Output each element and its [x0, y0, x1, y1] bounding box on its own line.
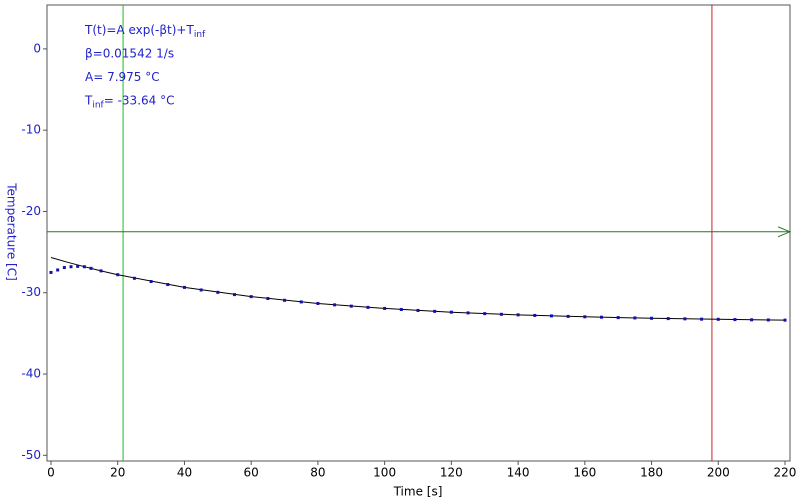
data-point [82, 265, 86, 269]
data-point [633, 316, 637, 320]
y-tick-label: -50 [21, 448, 41, 462]
cursor-arrow [777, 226, 792, 238]
data-point [283, 298, 287, 302]
data-point [433, 309, 437, 313]
data-point [56, 268, 60, 272]
data-point [69, 265, 73, 269]
data-point [166, 283, 170, 287]
annotation-text: = -33.64 °C [104, 93, 175, 107]
data-point [616, 316, 620, 320]
x-tick-label: 60 [244, 466, 259, 480]
data-point [99, 269, 103, 273]
annotation-text: A= 7.975 °C [85, 70, 160, 84]
x-tick-label: 160 [573, 466, 596, 480]
data-point [716, 317, 720, 321]
data-point [766, 318, 770, 322]
data-point [316, 301, 320, 305]
x-tick-label: 220 [774, 466, 797, 480]
data-point [383, 306, 387, 310]
data-point [49, 270, 53, 274]
y-tick-label: -30 [21, 285, 41, 299]
x-tick-label: 180 [640, 466, 663, 480]
data-point [666, 317, 670, 321]
data-point [700, 317, 704, 321]
x-tick-label: 140 [507, 466, 530, 480]
annotation-text: β=0.01542 1/s [85, 46, 174, 60]
data-point [499, 312, 503, 316]
data-point [399, 307, 403, 311]
x-tick-label: 80 [310, 466, 325, 480]
data-point [533, 313, 537, 317]
y-tick-label: -20 [21, 204, 41, 218]
x-tick-label: 120 [440, 466, 463, 480]
annotation-subscript: inf [92, 100, 104, 110]
x-tick-label: 100 [373, 466, 396, 480]
data-point [216, 290, 220, 294]
x-axis-label: Time [s] [393, 485, 443, 499]
data-point [483, 312, 487, 316]
data-point [449, 310, 453, 314]
y-tick-label: -10 [21, 123, 41, 137]
plot-frame [46, 4, 791, 462]
data-point [116, 273, 120, 277]
y-axis-label: Temperature [C] [5, 182, 19, 281]
data-point [199, 288, 203, 292]
data-point [233, 293, 237, 297]
annotation: A= 7.975 °C [85, 70, 160, 84]
data-point [466, 311, 470, 315]
y-tick-label: 0 [33, 41, 41, 55]
x-tick-label: 200 [707, 466, 730, 480]
x-tick-label: 0 [47, 466, 55, 480]
data-point [266, 297, 270, 301]
annotation-subscript: inf [194, 30, 206, 40]
data-point [76, 264, 80, 268]
data-point [89, 266, 93, 270]
data-point [366, 305, 370, 309]
data-point [750, 318, 754, 322]
data-point [650, 316, 654, 320]
data-point [416, 308, 420, 312]
x-tick-label: 20 [110, 466, 125, 480]
data-point [132, 276, 136, 280]
annotation: β=0.01542 1/s [85, 46, 174, 60]
data-point [333, 303, 337, 307]
annotation: Tinf= -33.64 °C [84, 93, 174, 110]
data-point [566, 314, 570, 318]
data-point [62, 266, 66, 270]
annotation-text: T(t)=A exp(-βt)+T [84, 23, 194, 37]
data-point [349, 304, 353, 308]
data-point [149, 280, 153, 284]
data-point [249, 295, 253, 299]
annotation-text: T [84, 93, 93, 107]
data-point [783, 318, 787, 322]
data-point [299, 300, 303, 304]
data-point [182, 285, 186, 289]
data-point [599, 315, 603, 319]
y-tick-label: -40 [21, 367, 41, 381]
data-point [549, 314, 553, 318]
data-point [583, 315, 587, 319]
x-tick-label: 40 [177, 466, 192, 480]
data-point [516, 313, 520, 317]
data-point [733, 318, 737, 322]
data-point [683, 317, 687, 321]
annotation: T(t)=A exp(-βt)+Tinf [84, 23, 206, 40]
